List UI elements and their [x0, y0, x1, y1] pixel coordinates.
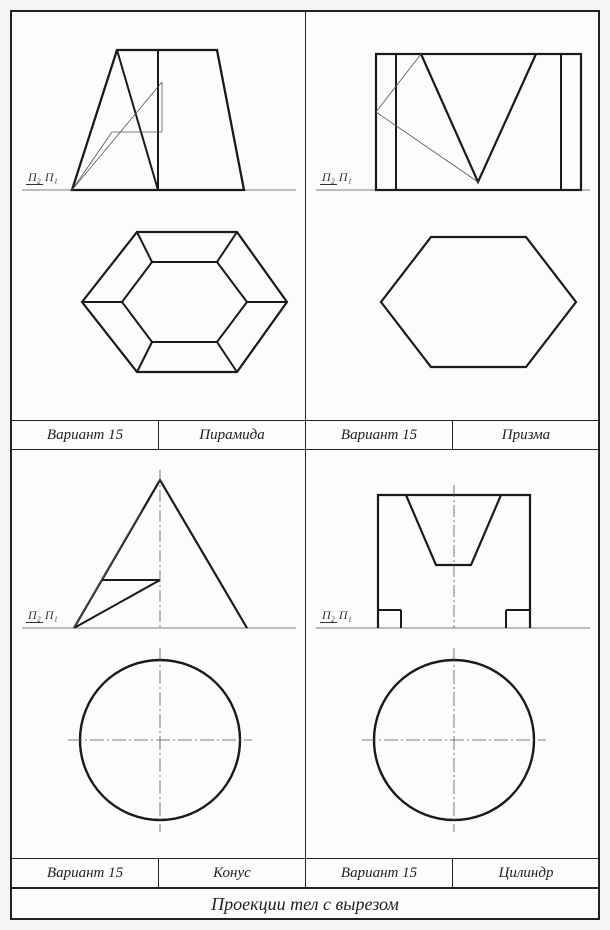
- drawing-prism: П₂П₁: [306, 12, 599, 420]
- variant-label: Вариант 15: [306, 859, 453, 887]
- plane-label: П₂П₁: [320, 608, 354, 623]
- drawing-cylinder: П₂П₁: [306, 450, 599, 858]
- drawing-pyramid: П₂П₁: [12, 12, 305, 420]
- cell-pyramid: П₂П₁ Вариант 15 Пирамида: [12, 12, 306, 450]
- cell-prism: П₂П₁ Вариант 15 Призма: [306, 12, 599, 450]
- footer-title: Проекции тел с вырезом: [12, 888, 598, 919]
- drawing-sheet: П₂П₁ Вариант 15 Пирамида П₂П₁ Вариант 15…: [10, 10, 600, 920]
- plane-label: П₂П₁: [320, 170, 354, 185]
- plane-label: П₂П₁: [26, 608, 60, 623]
- cell-cylinder: П₂П₁ Вариант 15 Цилиндр: [306, 450, 599, 888]
- cell-cone: П₂П₁ Вариант 15 Конус: [12, 450, 306, 888]
- drawing-cone: П₂П₁: [12, 450, 305, 858]
- grid: П₂П₁ Вариант 15 Пирамида П₂П₁ Вариант 15…: [12, 12, 598, 888]
- plane-label: П₂П₁: [26, 170, 60, 185]
- variant-label: Вариант 15: [306, 421, 453, 449]
- shape-label: Цилиндр: [453, 859, 599, 887]
- shape-label: Призма: [453, 421, 599, 449]
- shape-label: Конус: [159, 859, 305, 887]
- label-row: Вариант 15 Призма: [306, 420, 599, 449]
- label-row: Вариант 15 Пирамида: [12, 420, 305, 449]
- variant-label: Вариант 15: [12, 859, 159, 887]
- label-row: Вариант 15 Конус: [12, 858, 305, 887]
- variant-label: Вариант 15: [12, 421, 159, 449]
- label-row: Вариант 15 Цилиндр: [306, 858, 599, 887]
- shape-label: Пирамида: [159, 421, 305, 449]
